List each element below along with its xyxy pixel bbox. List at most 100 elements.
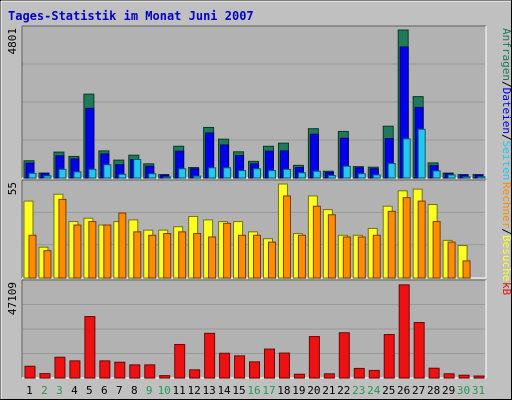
x-tick-label: 26	[397, 384, 410, 397]
bar-rechner-day-7	[118, 212, 127, 279]
bar-rechner-day-22	[342, 236, 351, 279]
x-tick-label: 8	[131, 384, 138, 397]
bar-kb-day-9	[144, 364, 156, 379]
bar-kb-day-19	[293, 373, 305, 379]
bar-seiten-day-13	[208, 167, 217, 179]
bar-kb-day-22	[338, 332, 350, 379]
bar-seiten-day-19	[297, 172, 306, 179]
series-legend: Anfragen/Dateien/Seiten	[500, 28, 512, 180]
bar-rechner-day-27	[417, 200, 426, 279]
bar-kb-day-27	[413, 322, 425, 379]
bar-kb-day-8	[129, 364, 141, 379]
bar-kb-day-25	[383, 334, 395, 379]
x-tick-label: 20	[307, 384, 320, 397]
legend-dateien: Dateien	[500, 88, 512, 134]
x-tick-label: 30	[457, 384, 470, 397]
bar-seiten-day-2	[43, 175, 52, 179]
y-max-label: 47109	[6, 282, 19, 315]
bar-kb-day-13	[204, 332, 216, 379]
bar-rechner-day-20	[312, 205, 321, 279]
y-max-label: 4801	[6, 28, 19, 55]
bar-seiten-day-20	[312, 170, 321, 179]
bar-kb-day-29	[443, 373, 455, 379]
bar-seiten-day-7	[118, 173, 127, 179]
x-tick-label: 21	[322, 384, 335, 397]
bar-seiten-day-24	[372, 174, 381, 179]
bar-rechner-day-9	[148, 234, 157, 279]
panel-middle: 55 Rechner/Besuche	[6, 179, 512, 281]
bars-top	[23, 29, 486, 179]
series-legend: kB	[500, 282, 512, 296]
bar-seiten-day-15	[238, 170, 247, 179]
bar-rechner-day-18	[282, 195, 291, 279]
bar-seiten-day-8	[133, 159, 142, 179]
bar-seiten-day-26	[402, 138, 411, 179]
bar-kb-day-26	[398, 284, 410, 379]
bar-rechner-day-2	[43, 250, 52, 279]
x-tick-label: 10	[158, 384, 171, 397]
x-tick-label: 16	[247, 384, 260, 397]
bar-rechner-day-24	[372, 234, 381, 279]
bars-bottom	[24, 284, 485, 379]
bar-seiten-day-4	[73, 171, 82, 179]
x-tick-label: 14	[217, 384, 231, 397]
bar-kb-day-23	[353, 367, 365, 379]
x-tick-label: 13	[202, 384, 215, 397]
x-tick-label: 15	[232, 384, 245, 397]
bar-kb-day-3	[54, 356, 66, 379]
bar-rechner-day-10	[163, 233, 172, 279]
panel-top: 4801 Anfragen/Dateien/Seiten	[6, 25, 512, 180]
bar-rechner-day-8	[133, 231, 142, 279]
x-axis-labels: 1 2 3 4 5 6 7 8 9 10 11 12 13 14 15 16 17 18 19 20 21 22 23 24 2…	[26, 384, 485, 397]
bar-seiten-day-23	[357, 173, 366, 179]
bar-kb-day-16	[249, 361, 261, 379]
bar-kb-day-31	[473, 375, 485, 379]
legend-separator: /	[500, 134, 512, 141]
x-tick-label: 11	[173, 384, 186, 397]
bar-rechner-day-13	[208, 236, 217, 279]
x-tick-label: 7	[116, 384, 123, 397]
bar-seiten-day-28	[432, 170, 441, 179]
bar-kb-day-5	[84, 316, 96, 379]
x-tick-label: 19	[292, 384, 305, 397]
bar-kb-day-20	[308, 335, 320, 379]
bar-seiten-day-21	[327, 175, 336, 179]
y-max-label: 55	[6, 182, 19, 195]
x-tick-label: 24	[367, 384, 381, 397]
bar-rechner-day-3	[58, 198, 67, 279]
bar-seiten-day-9	[148, 173, 157, 179]
bar-seiten-day-18	[282, 168, 291, 179]
x-tick-label: 9	[146, 384, 153, 397]
bar-rechner-day-6	[103, 224, 112, 279]
series-legend: Rechner/Besuche	[500, 182, 512, 281]
bar-kb-day-28	[428, 367, 440, 379]
x-tick-label: 5	[86, 384, 93, 397]
x-tick-label: 12	[188, 384, 201, 397]
bar-kb-day-15	[234, 355, 246, 379]
bar-seiten-day-14	[223, 167, 232, 179]
x-tick-label: 31	[472, 384, 485, 397]
bar-seiten-day-3	[58, 168, 67, 179]
legend-separator: /	[500, 228, 512, 235]
bar-rechner-day-15	[238, 234, 247, 279]
legend-rechner: Rechner	[500, 182, 512, 229]
bar-rechner-day-12	[193, 233, 202, 279]
bar-kb-day-17	[263, 348, 275, 379]
bar-seiten-day-1	[28, 172, 37, 179]
x-tick-label: 27	[412, 384, 425, 397]
x-tick-label: 2	[41, 384, 48, 397]
bar-rechner-day-14	[223, 222, 232, 279]
bar-rechner-day-11	[178, 231, 187, 279]
bar-seiten-day-6	[103, 164, 112, 179]
bar-kb-day-30	[458, 374, 470, 379]
x-tick-label: 22	[337, 384, 350, 397]
bar-seiten-day-16	[253, 168, 262, 179]
bar-rechner-day-21	[327, 214, 336, 279]
bar-rechner-day-30	[462, 260, 471, 279]
bar-seiten-day-17	[267, 170, 276, 179]
bar-kb-day-4	[69, 360, 81, 379]
bar-kb-day-11	[174, 343, 186, 379]
bar-rechner-day-23	[357, 236, 366, 279]
bar-rechner-day-29	[447, 241, 456, 279]
